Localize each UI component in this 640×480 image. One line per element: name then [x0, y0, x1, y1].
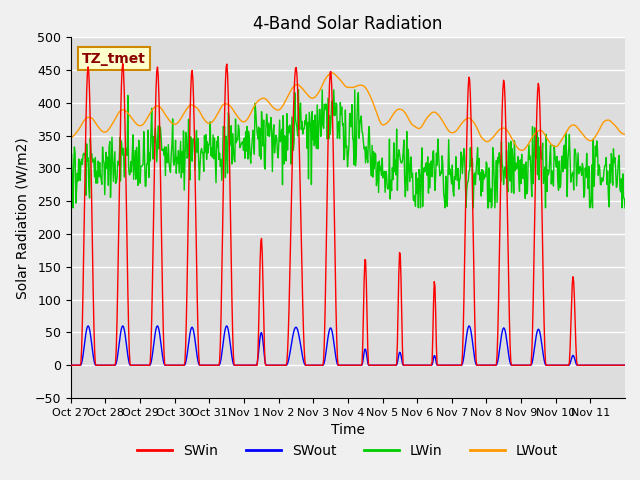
Legend: SWin, SWout, LWin, LWout: SWin, SWout, LWin, LWout	[132, 438, 564, 463]
Text: TZ_tmet: TZ_tmet	[82, 51, 146, 66]
X-axis label: Time: Time	[331, 423, 365, 437]
Y-axis label: Solar Radiation (W/m2): Solar Radiation (W/m2)	[15, 137, 29, 299]
Title: 4-Band Solar Radiation: 4-Band Solar Radiation	[253, 15, 443, 33]
